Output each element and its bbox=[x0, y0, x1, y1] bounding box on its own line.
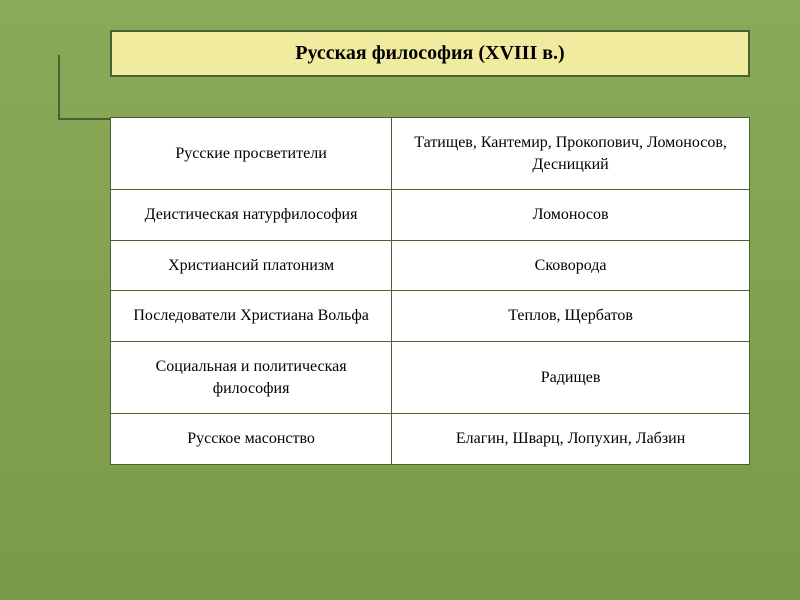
names-cell: Елагин, Шварц, Лопухин, Лабзин bbox=[392, 414, 750, 465]
table-wrap: Русские просветители Татищев, Кантемир, … bbox=[110, 117, 750, 465]
names-cell: Теплов, Щербатов bbox=[392, 291, 750, 342]
slide-container: Русская философия (XVIII в.) Русские про… bbox=[0, 0, 800, 505]
direction-cell: Последователи Христиана Вольфа bbox=[111, 291, 392, 342]
title-box: Русская философия (XVIII в.) bbox=[110, 30, 750, 77]
table-row: Христиансий платонизм Сковорода bbox=[111, 240, 750, 291]
direction-cell: Христиансий платонизм bbox=[111, 240, 392, 291]
table-row: Русское масонство Елагин, Шварц, Лопухин… bbox=[111, 414, 750, 465]
connector-line bbox=[58, 55, 110, 120]
table-row: Последователи Христиана Вольфа Теплов, Щ… bbox=[111, 291, 750, 342]
table-row: Деистическая натурфилософия Ломоносов bbox=[111, 190, 750, 241]
table-row: Русские просветители Татищев, Кантемир, … bbox=[111, 118, 750, 190]
names-cell: Сковорода bbox=[392, 240, 750, 291]
table-row: Социальная и политическая философия Ради… bbox=[111, 341, 750, 413]
names-cell: Радищев bbox=[392, 341, 750, 413]
names-cell: Ломоносов bbox=[392, 190, 750, 241]
direction-cell: Деистическая натурфилософия bbox=[111, 190, 392, 241]
direction-cell: Социальная и политическая философия bbox=[111, 341, 392, 413]
title-text: Русская философия (XVIII в.) bbox=[295, 42, 564, 64]
names-cell: Татищев, Кантемир, Прокопович, Ломоносов… bbox=[392, 118, 750, 190]
philosophy-table: Русские просветители Татищев, Кантемир, … bbox=[110, 117, 750, 465]
direction-cell: Русское масонство bbox=[111, 414, 392, 465]
direction-cell: Русские просветители bbox=[111, 118, 392, 190]
